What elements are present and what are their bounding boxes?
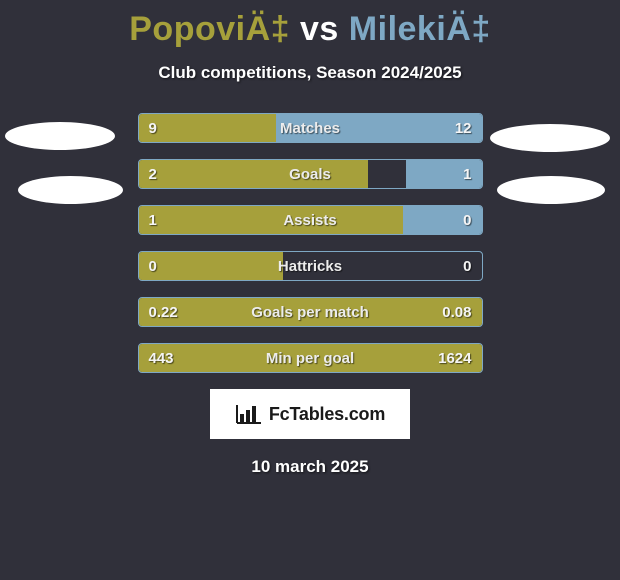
stat-label: Goals per match: [139, 298, 482, 326]
vs-text: vs: [300, 10, 339, 48]
stat-label: Assists: [139, 206, 482, 234]
stat-row: 0Hattricks0: [138, 251, 483, 281]
stat-value-right: 0.08: [442, 298, 471, 326]
stat-value-right: 12: [455, 114, 472, 142]
stat-label: Goals: [139, 160, 482, 188]
decor-ellipse: [5, 122, 115, 150]
decor-ellipse: [497, 176, 605, 204]
stat-label: Min per goal: [139, 344, 482, 372]
logo-text: FcTables.com: [269, 404, 385, 425]
stat-value-right: 1: [463, 160, 471, 188]
stat-value-right: 0: [463, 206, 471, 234]
player2-name: MilekiÄ‡: [349, 10, 491, 48]
stat-row: 1Assists0: [138, 205, 483, 235]
stat-label: Hattricks: [139, 252, 482, 280]
decor-ellipse: [490, 124, 610, 152]
stat-value-right: 0: [463, 252, 471, 280]
stat-label: Matches: [139, 114, 482, 142]
stat-row: 9Matches12: [138, 113, 483, 143]
subtitle: Club competitions, Season 2024/2025: [0, 63, 620, 83]
stats-container: 9Matches122Goals11Assists00Hattricks00.2…: [138, 113, 483, 373]
stat-row: 0.22Goals per match0.08: [138, 297, 483, 327]
comparison-title: PopoviÄ‡ vs MilekiÄ‡: [0, 0, 620, 49]
decor-ellipse: [18, 176, 123, 204]
stat-value-right: 1624: [438, 344, 471, 372]
player1-name: PopoviÄ‡: [129, 10, 290, 48]
bar-chart-icon: [235, 403, 263, 425]
fctables-logo: FcTables.com: [210, 389, 410, 439]
date: 10 march 2025: [0, 457, 620, 477]
stat-row: 443Min per goal1624: [138, 343, 483, 373]
stat-row: 2Goals1: [138, 159, 483, 189]
